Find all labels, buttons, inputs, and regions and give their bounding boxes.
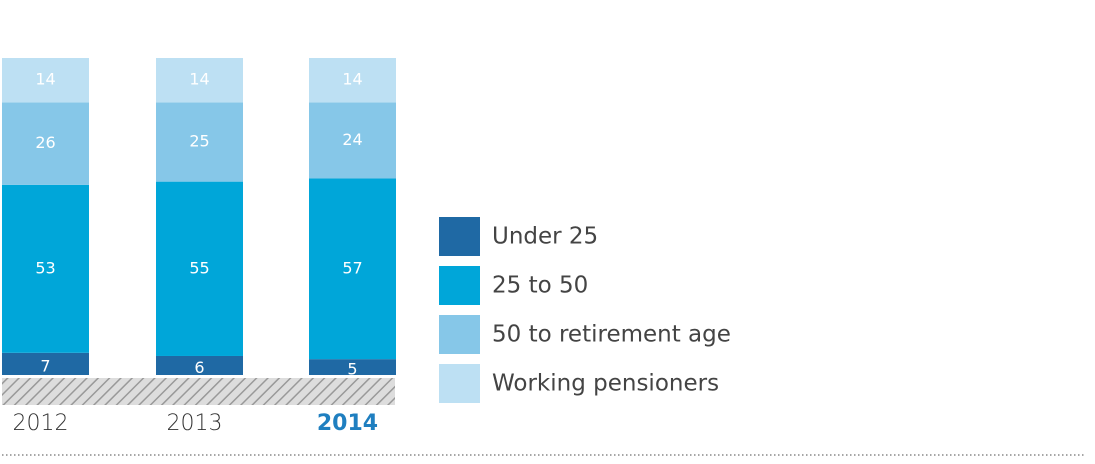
value-label: 55 xyxy=(189,258,209,277)
bar-segment xyxy=(156,58,243,103)
value-label: 14 xyxy=(342,70,362,89)
value-label: 14 xyxy=(35,70,55,89)
ground-hatch xyxy=(2,378,395,405)
legend-label: Working pensioners xyxy=(492,371,719,397)
x-tick-label: 2013 xyxy=(167,411,223,436)
value-label: 53 xyxy=(35,258,55,277)
x-tick-label: 2012 xyxy=(13,411,69,436)
value-label: 14 xyxy=(189,70,209,89)
bar-segment xyxy=(2,352,89,375)
x-tick-label: 2014 xyxy=(317,411,378,436)
legend-swatch xyxy=(439,266,480,305)
legend-swatch xyxy=(439,315,480,354)
legend-label: Under 25 xyxy=(492,224,598,250)
legend-swatch xyxy=(439,217,480,256)
bar-segment xyxy=(309,58,396,103)
bar-segment xyxy=(309,102,396,179)
legend-label: 50 to retirement age xyxy=(492,322,731,348)
value-label: 25 xyxy=(189,132,209,151)
legend-swatch xyxy=(439,364,480,403)
bar-segment xyxy=(2,184,89,353)
bar-segment xyxy=(156,181,243,356)
bar-segment xyxy=(309,359,396,375)
bar-segment xyxy=(156,355,243,375)
value-label: 5 xyxy=(347,360,357,379)
bar-segment xyxy=(2,58,89,103)
bar-segment xyxy=(309,178,396,360)
value-label: 6 xyxy=(194,358,204,377)
legend-label: 25 to 50 xyxy=(492,273,588,299)
value-label: 7 xyxy=(40,356,50,375)
value-label: 24 xyxy=(342,130,362,149)
bar-segment xyxy=(156,102,243,182)
value-label: 57 xyxy=(342,258,362,277)
bar-segment xyxy=(2,102,89,185)
value-label: 26 xyxy=(35,133,55,152)
